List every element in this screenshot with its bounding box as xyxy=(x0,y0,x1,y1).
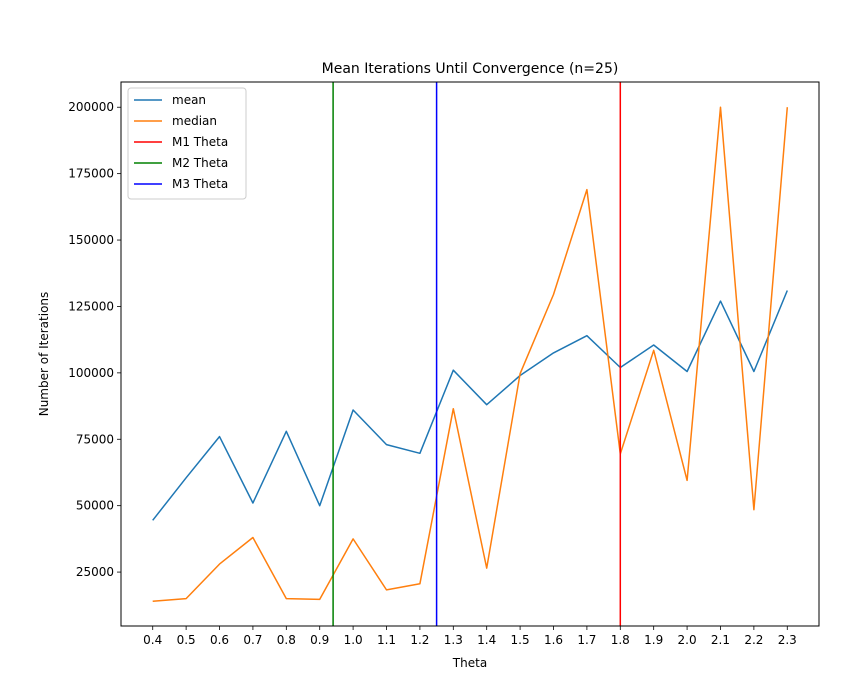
x-tick-label: 1.5 xyxy=(511,633,530,647)
x-tick-label: 1.7 xyxy=(577,633,596,647)
x-tick-label: 2.0 xyxy=(678,633,697,647)
y-tick-label: 150000 xyxy=(68,233,114,247)
x-tick-label: 1.1 xyxy=(377,633,396,647)
x-tick-label: 0.7 xyxy=(243,633,262,647)
legend-label: M1 Theta xyxy=(172,135,228,149)
y-tick-label: 200000 xyxy=(68,100,114,114)
legend-label: median xyxy=(172,114,217,128)
x-tick-label: 0.5 xyxy=(177,633,196,647)
x-tick-label: 0.8 xyxy=(277,633,296,647)
y-tick-label: 50000 xyxy=(76,499,114,513)
x-tick-label: 1.0 xyxy=(344,633,363,647)
legend-label: M3 Theta xyxy=(172,177,228,191)
x-tick-label: 2.3 xyxy=(778,633,797,647)
chart-title: Mean Iterations Until Convergence (n=25) xyxy=(322,61,619,77)
y-axis-title: Number of Iterations xyxy=(37,292,51,417)
x-tick-label: 1.4 xyxy=(477,633,496,647)
x-tick-label: 2.1 xyxy=(711,633,730,647)
x-tick-label: 1.9 xyxy=(644,633,663,647)
y-tick-label: 25000 xyxy=(76,565,114,579)
x-tick-label: 0.4 xyxy=(143,633,162,647)
x-axis-title: Theta xyxy=(452,656,487,670)
plot-frame xyxy=(120,81,820,627)
x-tick-label: 1.6 xyxy=(544,633,563,647)
x-tick-label: 2.2 xyxy=(744,633,763,647)
series-line-median xyxy=(152,106,789,603)
y-tick-label: 75000 xyxy=(76,432,114,446)
x-tick-label: 0.6 xyxy=(210,633,229,647)
x-tick-label: 1.3 xyxy=(444,633,463,647)
x-axis: 0.4 0.5 0.6 0.7 0.8 0.9 1.0 1.1 1.2 1.3 1.4 1.5 1.6 1… xyxy=(143,626,797,647)
y-tick-label: 175000 xyxy=(68,167,114,181)
legend-label: mean xyxy=(172,93,206,107)
y-tick-label: 125000 xyxy=(68,299,114,313)
legend: mean median M1 Theta M2 Theta M3 Theta xyxy=(127,87,247,200)
legend-label: M2 Theta xyxy=(172,156,228,170)
x-tick-label: 1.8 xyxy=(611,633,630,647)
legend-box xyxy=(127,87,247,200)
plot-area xyxy=(152,82,789,626)
y-tick-label: 100000 xyxy=(68,366,114,380)
series-line-mean xyxy=(152,290,788,521)
x-tick-label: 0.9 xyxy=(310,633,329,647)
y-axis: 25000 50000 75000 100000 125000 150000 175000 2… xyxy=(68,100,121,579)
x-tick-label: 1.2 xyxy=(410,633,429,647)
